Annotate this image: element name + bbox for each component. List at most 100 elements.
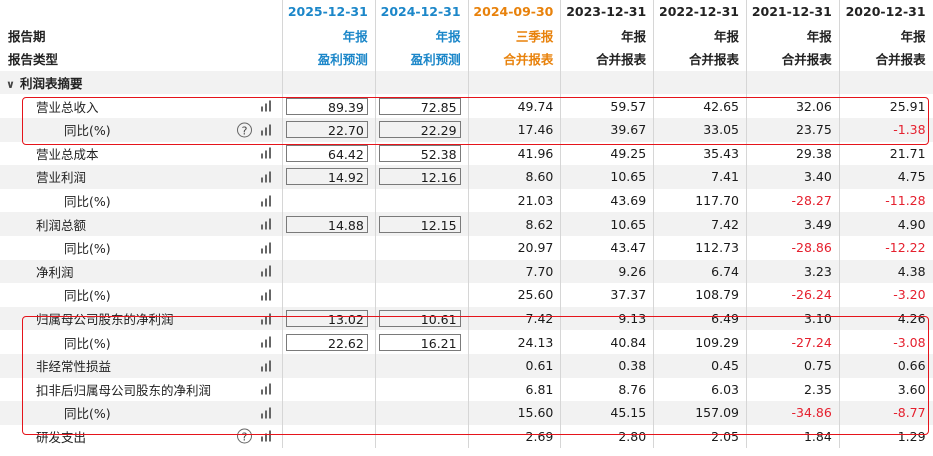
row-label-cell[interactable]: 同比(%) (0, 235, 283, 260)
table-row[interactable]: 同比(%)? 22.70 22.29 17.46 39.67 33.05 23.75 -1.3… (0, 117, 933, 142)
table-row[interactable]: 营业总成本 64.42 52.38 41.96 49.25 35.43 29.38 21.71 (0, 141, 933, 166)
value-cell: 2.35 (747, 377, 840, 402)
column-type: 合并报表 (688, 52, 739, 68)
table-row[interactable]: 非经常性损益 0.61 0.38 0.45 0.75 0.66 (0, 353, 933, 378)
row-label-cell[interactable]: 归属母公司股东的净利润 (0, 306, 283, 331)
column-period: 年报 (713, 28, 739, 44)
value-cell: 108.79 (654, 283, 747, 307)
bar-chart-icon[interactable] (260, 383, 274, 395)
cell-value: 43.69 (610, 193, 647, 209)
bar-chart-icon[interactable] (260, 430, 274, 442)
bar-chart-icon[interactable] (260, 289, 274, 301)
value-cell: 17.46 (469, 117, 562, 142)
cell-value: 12.16 (378, 168, 461, 186)
table-row[interactable]: 同比(%) 20.97 43.47 112.73 -28.86 -12.22 (0, 235, 933, 260)
table-row[interactable]: 扣非后归属母公司股东的净利润 6.81 8.76 6.03 2.35 3.60 (0, 377, 933, 402)
row-label: 净利润 (36, 264, 74, 280)
column-date: 2024-12-31 (380, 4, 461, 20)
help-icon[interactable]: ? (237, 122, 252, 138)
column-type: 合并报表 (596, 52, 647, 68)
value-cell: 0.45 (654, 353, 747, 378)
table-row[interactable]: 同比(%) 25.60 37.37 108.79 -26.24 -3.20 (0, 283, 933, 307)
value-cell: 64.42 (283, 141, 376, 166)
bar-chart-icon[interactable] (260, 265, 274, 277)
row-label-cell[interactable]: 扣非后归属母公司股东的净利润 (0, 377, 283, 402)
bar-chart-icon[interactable] (260, 100, 274, 112)
bar-chart-icon[interactable] (260, 195, 274, 207)
value-cell: 4.90 (840, 212, 933, 236)
cell-value: 0.75 (803, 358, 832, 374)
bar-chart-icon[interactable] (260, 147, 274, 159)
value-cell: 10.61 (376, 306, 469, 331)
section-label-cell[interactable]: ∨ 利润表摘要 (0, 70, 283, 95)
row-label-cell[interactable]: 研发支出? (0, 424, 283, 449)
report-type-label: 报告类型 (8, 52, 59, 68)
value-cell: 25.91 (840, 94, 933, 118)
bar-chart-icon[interactable] (260, 336, 274, 348)
header-cell: 年报 (561, 23, 655, 48)
row-label-cell[interactable]: 营业总收入 (0, 94, 283, 118)
value-cell: 45.15 (561, 401, 655, 425)
value-cell: 43.47 (561, 235, 655, 260)
value-cell: 2.05 (654, 424, 747, 449)
bar-chart-icon[interactable] (260, 313, 274, 325)
header-cell: 年报 (376, 23, 469, 48)
table-row[interactable]: 研发支出? 2.69 2.80 2.05 1.84 1.29 (0, 424, 933, 449)
section-header-income-summary[interactable]: ∨ 利润表摘要 (0, 70, 933, 95)
bar-chart-icon[interactable] (260, 218, 274, 230)
bar-chart-icon[interactable] (260, 124, 274, 136)
bar-chart-icon[interactable] (260, 407, 274, 419)
table-row[interactable]: 净利润 7.70 9.26 6.74 3.23 4.38 (0, 259, 933, 284)
column-date: 2020-12-31 (845, 4, 926, 20)
row-label-cell[interactable]: 利润总额 (0, 212, 283, 236)
help-icon[interactable]: ? (237, 428, 252, 444)
value-cell: 35.43 (654, 141, 747, 166)
row-label-cell[interactable]: 同比(%) (0, 283, 283, 307)
cell-value: 4.75 (897, 169, 926, 185)
value-cell: -34.86 (747, 401, 840, 425)
cell-value: 42.65 (703, 98, 739, 114)
table-row[interactable]: 营业总收入 89.39 72.85 49.74 59.57 42.65 32.06 25.91 (0, 94, 933, 118)
cell-value: 7.41 (711, 169, 739, 185)
value-cell: 3.10 (747, 306, 840, 331)
bar-chart-icon[interactable] (260, 242, 274, 254)
value-cell: 12.16 (376, 165, 469, 189)
table-row[interactable]: 归属母公司股东的净利润 13.02 10.61 7.42 9.13 6.49 3.10 4.2… (0, 306, 933, 331)
row-label-cell[interactable]: 同比(%) (0, 401, 283, 425)
value-cell (376, 235, 469, 260)
table-row[interactable]: 同比(%) 21.03 43.69 117.70 -28.27 -11.28 (0, 188, 933, 213)
row-label-cell[interactable]: 营业总成本 (0, 141, 283, 166)
cell-value: 22.62 (285, 333, 368, 351)
value-cell: 6.49 (654, 306, 747, 331)
bar-chart-icon[interactable] (260, 171, 274, 183)
row-label-cell[interactable]: 净利润 (0, 259, 283, 284)
table-row[interactable]: 利润总额 14.88 12.15 8.62 10.65 7.42 3.49 4.90 (0, 212, 933, 236)
cell-value: 14.88 (285, 215, 368, 233)
chevron-down-icon[interactable]: ∨ (6, 78, 15, 92)
row-label: 同比(%) (64, 288, 111, 304)
row-label-cell[interactable]: 营业利润 (0, 165, 283, 189)
row-label-cell[interactable]: 非经常性损益 (0, 353, 283, 378)
value-cell: 21.03 (469, 188, 562, 213)
cell-value: 24.13 (517, 334, 554, 350)
row-label: 同比(%) (64, 194, 111, 210)
value-cell: 6.03 (654, 377, 747, 402)
table-row[interactable]: 同比(%) 22.62 16.21 24.13 40.84 109.29 -27.24 -3.… (0, 330, 933, 354)
cell-value: -27.24 (791, 334, 832, 350)
column-period: 年报 (806, 28, 832, 44)
cell-value: 10.61 (378, 310, 461, 328)
cell-value: 15.60 (517, 405, 554, 421)
row-label-cell[interactable]: 同比(%) (0, 330, 283, 354)
table-row[interactable]: 营业利润 14.92 12.16 8.60 10.65 7.41 3.40 4.75 (0, 165, 933, 189)
row-label: 同比(%) (64, 406, 111, 422)
value-cell: 49.25 (561, 141, 655, 166)
bar-chart-icon[interactable] (260, 360, 274, 372)
table-row[interactable]: 同比(%) 15.60 45.15 157.09 -34.86 -8.77 (0, 401, 933, 425)
row-label-cell[interactable]: 同比(%) (0, 188, 283, 213)
cell-value: 52.38 (378, 144, 461, 162)
value-cell: 40.84 (561, 330, 655, 354)
value-cell: 3.23 (747, 259, 840, 284)
cell-value: 21.71 (889, 145, 926, 161)
row-label-cell[interactable]: 同比(%)? (0, 117, 283, 142)
cell-value: 10.65 (610, 169, 647, 185)
